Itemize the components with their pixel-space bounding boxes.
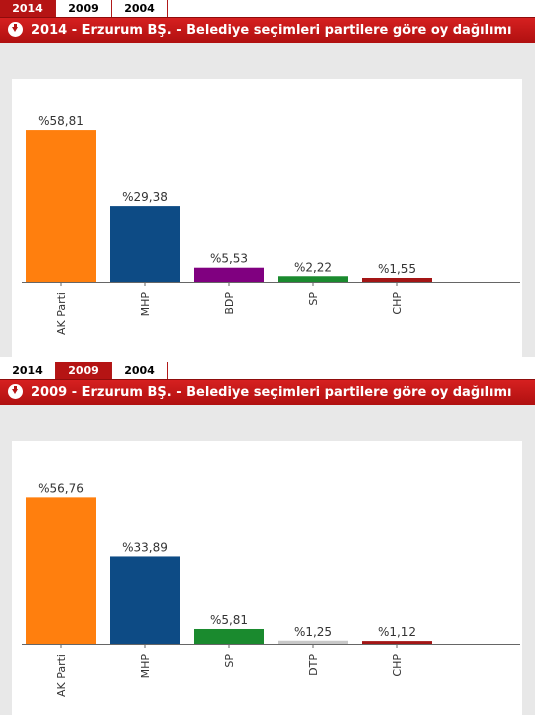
tab-2009[interactable]: 2009 — [56, 362, 112, 379]
chart-header: 2014 - Erzurum BŞ. - Belediye seçimleri … — [0, 17, 535, 43]
chart-panel-2009: 2014 2009 2004 2009 - Erzurum BŞ. - Bele… — [0, 362, 535, 715]
category-label: DTP — [307, 654, 320, 676]
category-label: SP — [223, 654, 236, 668]
category-label: CHP — [391, 654, 404, 677]
plot-background — [12, 441, 522, 715]
data-label: %1,25 — [294, 625, 332, 639]
bar-mhp — [110, 556, 180, 644]
chart-panel-2014: 2014 2009 2004 2014 - Erzurum BŞ. - Bele… — [0, 0, 535, 357]
tab-2014[interactable]: 2014 — [0, 362, 56, 379]
category-label: SP — [307, 292, 320, 306]
category-label: AK Parti — [55, 654, 68, 697]
bar-chp — [362, 277, 432, 282]
download-arrow-icon[interactable] — [8, 22, 23, 37]
data-label: %5,81 — [210, 613, 248, 627]
tab-2014[interactable]: 2014 — [0, 0, 56, 17]
bar-sp — [278, 276, 348, 282]
year-tabs: 2014 2009 2004 — [0, 0, 535, 17]
chart-header-title: 2009 - Erzurum BŞ. - Belediye seçimleri … — [31, 385, 512, 400]
data-label: %58,81 — [38, 114, 84, 128]
tab-2004[interactable]: 2004 — [112, 0, 168, 17]
category-label: BDP — [223, 292, 236, 315]
category-label: AK Parti — [55, 292, 68, 335]
bar-sp — [194, 628, 264, 644]
bar-bdp — [194, 267, 264, 282]
category-label: MHP — [139, 292, 152, 317]
data-label: %5,53 — [210, 252, 248, 266]
bar-chart-2014: %58,81 AK Parti %29,38 MHP %5,53 BDP %2,22 SP %1… — [12, 79, 522, 357]
data-label: %1,55 — [378, 262, 416, 276]
chart-header: 2009 - Erzurum BŞ. - Belediye seçimleri … — [0, 379, 535, 405]
chart-area: %56,76 AK Parti %33,89 MHP %5,81 SP %1,25 DTP %1… — [0, 405, 535, 715]
data-label: %2,22 — [294, 260, 332, 274]
chart-area: %58,81 AK Parti %29,38 MHP %5,53 BDP %2,22 SP %1… — [0, 43, 535, 357]
bar-chp — [362, 641, 432, 644]
data-label: %29,38 — [122, 190, 168, 204]
category-label: CHP — [391, 292, 404, 315]
bar-dtp — [278, 640, 348, 644]
tab-2004[interactable]: 2004 — [112, 362, 168, 379]
year-tabs: 2014 2009 2004 — [0, 362, 535, 379]
bar-chart-2009: %56,76 AK Parti %33,89 MHP %5,81 SP %1,25 DTP %1… — [12, 441, 522, 715]
data-label: %1,12 — [378, 625, 416, 639]
chart-header-title: 2014 - Erzurum BŞ. - Belediye seçimleri … — [31, 23, 512, 38]
download-arrow-icon[interactable] — [8, 384, 23, 399]
bar-ak-parti — [26, 497, 96, 644]
bar-mhp — [110, 206, 180, 282]
data-label: %56,76 — [38, 481, 84, 495]
plot-background — [12, 79, 522, 357]
category-label: MHP — [139, 654, 152, 679]
data-label: %33,89 — [122, 540, 168, 554]
tab-2009[interactable]: 2009 — [56, 0, 112, 17]
bar-ak-parti — [26, 130, 96, 282]
